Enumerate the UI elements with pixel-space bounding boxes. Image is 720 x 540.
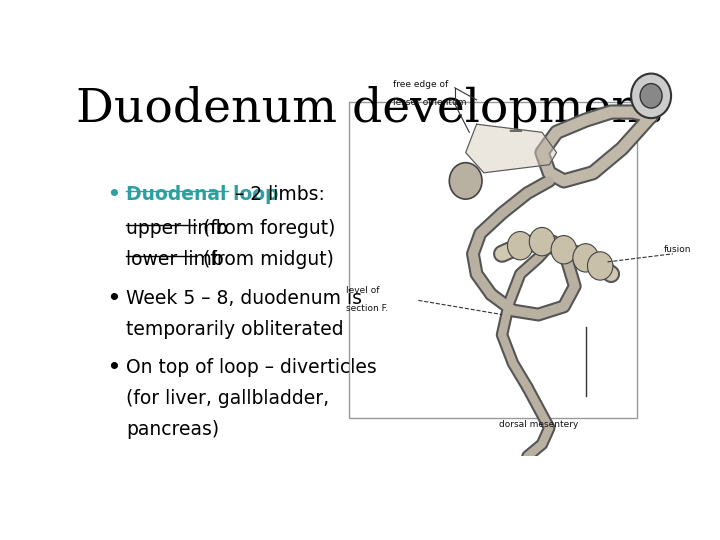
Text: Duodenal loop: Duodenal loop [126, 185, 279, 204]
Text: – 2 limbs:: – 2 limbs: [229, 185, 325, 204]
Text: Duodenum development: Duodenum development [76, 85, 662, 132]
Text: (from foregut): (from foregut) [197, 219, 336, 239]
Text: section F.: section F. [346, 305, 388, 313]
FancyBboxPatch shape [349, 102, 637, 418]
Text: Week 5 – 8, duodenum is: Week 5 – 8, duodenum is [126, 289, 362, 308]
Text: lower limb: lower limb [126, 250, 224, 269]
Text: temporarily obliterated: temporarily obliterated [126, 320, 344, 339]
Text: •: • [107, 185, 120, 204]
Text: dorsal mesentery: dorsal mesentery [499, 420, 578, 429]
Circle shape [588, 252, 613, 280]
Text: (from midgut): (from midgut) [197, 250, 334, 269]
Circle shape [529, 227, 554, 256]
Text: level of: level of [346, 286, 379, 295]
Polygon shape [466, 124, 557, 173]
Text: •: • [107, 359, 120, 377]
Circle shape [640, 84, 662, 108]
Circle shape [551, 235, 577, 264]
Text: free edge of: free edge of [393, 79, 448, 89]
Circle shape [631, 73, 671, 118]
Text: upper limb: upper limb [126, 219, 228, 239]
Text: •: • [107, 289, 120, 308]
Text: fusion: fusion [664, 245, 691, 254]
Text: lesser omentum: lesser omentum [393, 98, 467, 107]
Circle shape [573, 244, 598, 272]
Circle shape [449, 163, 482, 199]
Text: pancreas): pancreas) [126, 420, 220, 439]
Text: (for liver, gallbladder,: (for liver, gallbladder, [126, 389, 329, 408]
Circle shape [508, 232, 533, 260]
Text: On top of loop – diverticles: On top of loop – diverticles [126, 359, 377, 377]
